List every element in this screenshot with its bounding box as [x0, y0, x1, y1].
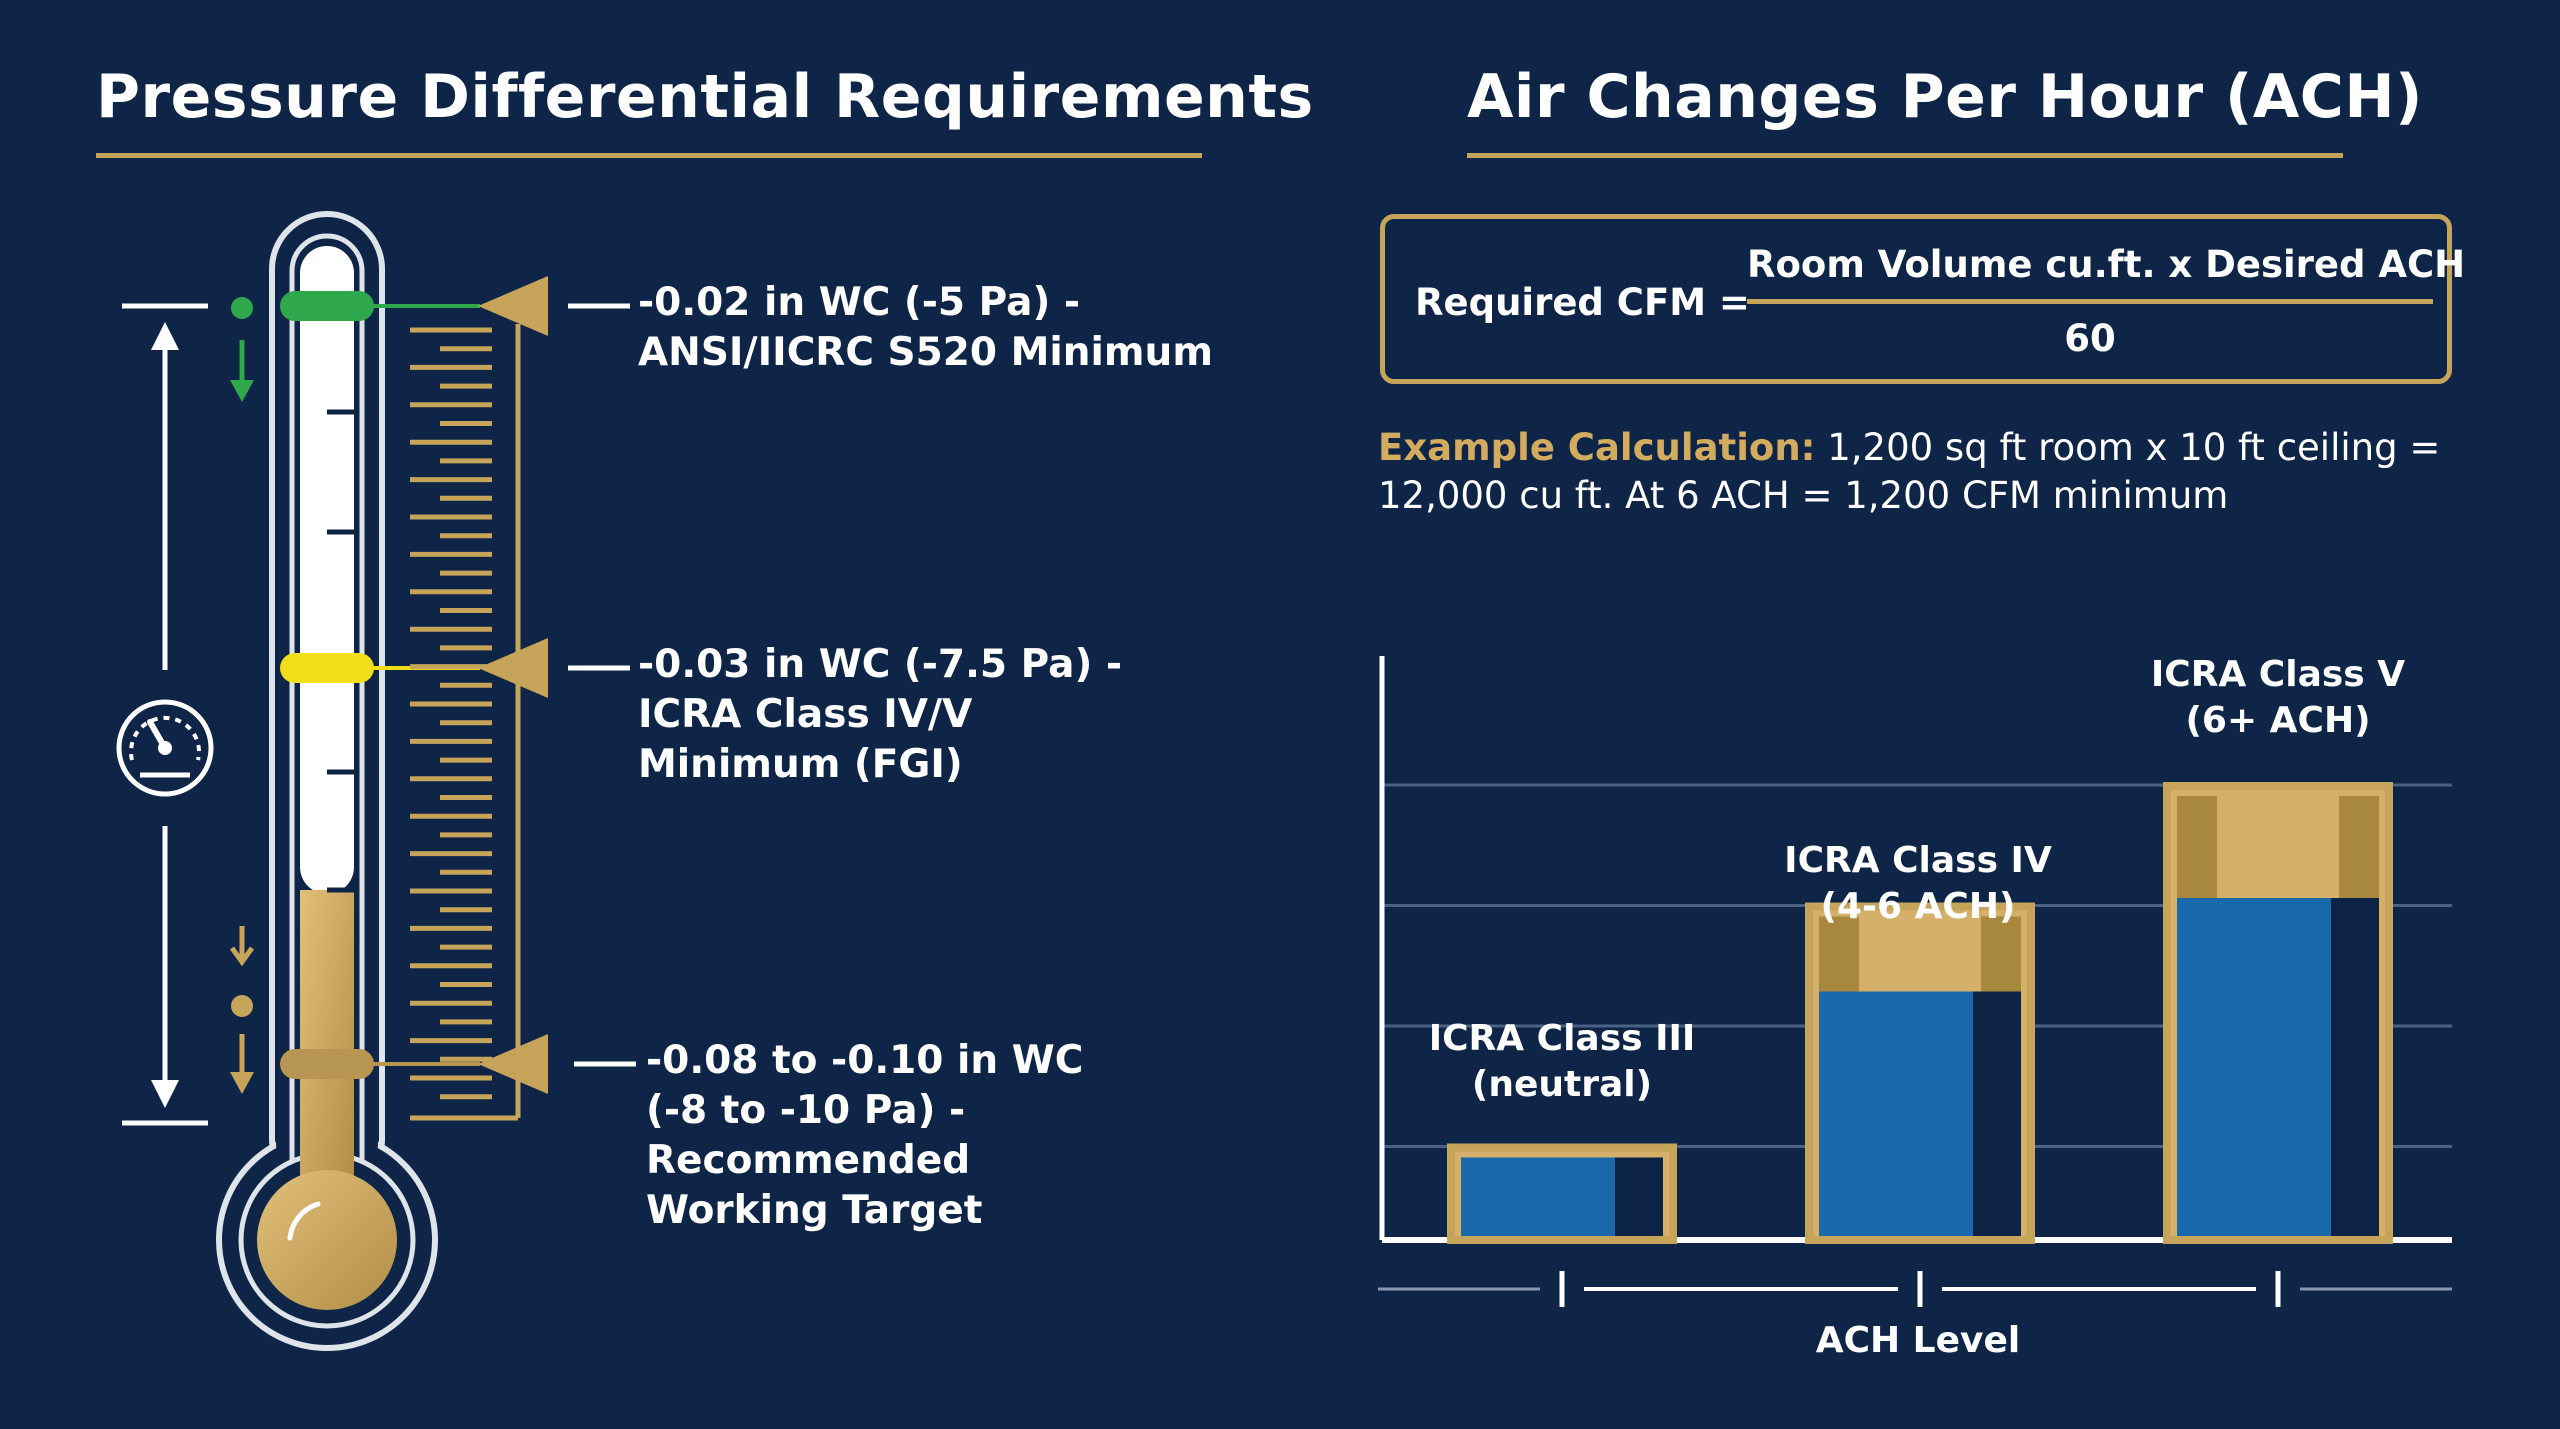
bar-outline [2163, 782, 2393, 1244]
cfm-formula-box: Required CFM = Room Volume cu.ft. x Desi… [1380, 214, 2466, 384]
marker-label-yellow: -0.03 in WC (-7.5 Pa) - ICRA Class IV/V … [638, 642, 1123, 787]
bar-label-class-iii: ICRA Class III (neutral) [1428, 1018, 1696, 1105]
gauge-icon [116, 699, 214, 797]
formula-lhs: Required CFM = [1415, 281, 1750, 324]
chart-xlabel: ACH Level [1815, 1320, 2021, 1361]
bar-shade [2331, 898, 2379, 1236]
bar-cap-left [1819, 916, 1859, 992]
pressure-title-underline [96, 153, 1202, 158]
bar-outline [1447, 1143, 1677, 1244]
bar-cap-right [2339, 796, 2379, 898]
marker-label-green: -0.02 in WC (-5 Pa) - ANSI/IICRC S520 Mi… [638, 280, 1213, 375]
bar-label-class-iv: ICRA Class IV (4-6 ACH) [1784, 840, 2052, 927]
ach-title-underline [1467, 153, 2343, 158]
example-calculation: Example Calculation: 1,200 sq ft room x … [1378, 424, 2518, 520]
bar-shade [1973, 991, 2021, 1236]
bar-cap-left [2177, 796, 2217, 898]
ach-title: Air Changes Per Hour (ACH) [1467, 62, 2423, 132]
bar-shade [1615, 1157, 1663, 1236]
bar-outline [1805, 902, 2035, 1244]
formula-denominator: 60 [2064, 317, 2116, 360]
example-text: 1,200 sq ft room x 10 ft ceiling = 12,00… [1378, 426, 2441, 517]
marker-label-gold: -0.08 to -0.10 in WC (-8 to -10 Pa) - Re… [646, 1038, 1084, 1233]
pressure-title: Pressure Differential Requirements [96, 62, 1314, 132]
bar-label-class-v: ICRA Class V (6+ ACH) [2150, 654, 2406, 741]
bar-cap-right [1981, 916, 2021, 992]
formula-fraction-bar [1747, 299, 2433, 304]
example-highlight: Example Calculation: [1378, 426, 1816, 469]
formula-numerator: Room Volume cu.ft. x Desired ACH [1747, 243, 2466, 286]
